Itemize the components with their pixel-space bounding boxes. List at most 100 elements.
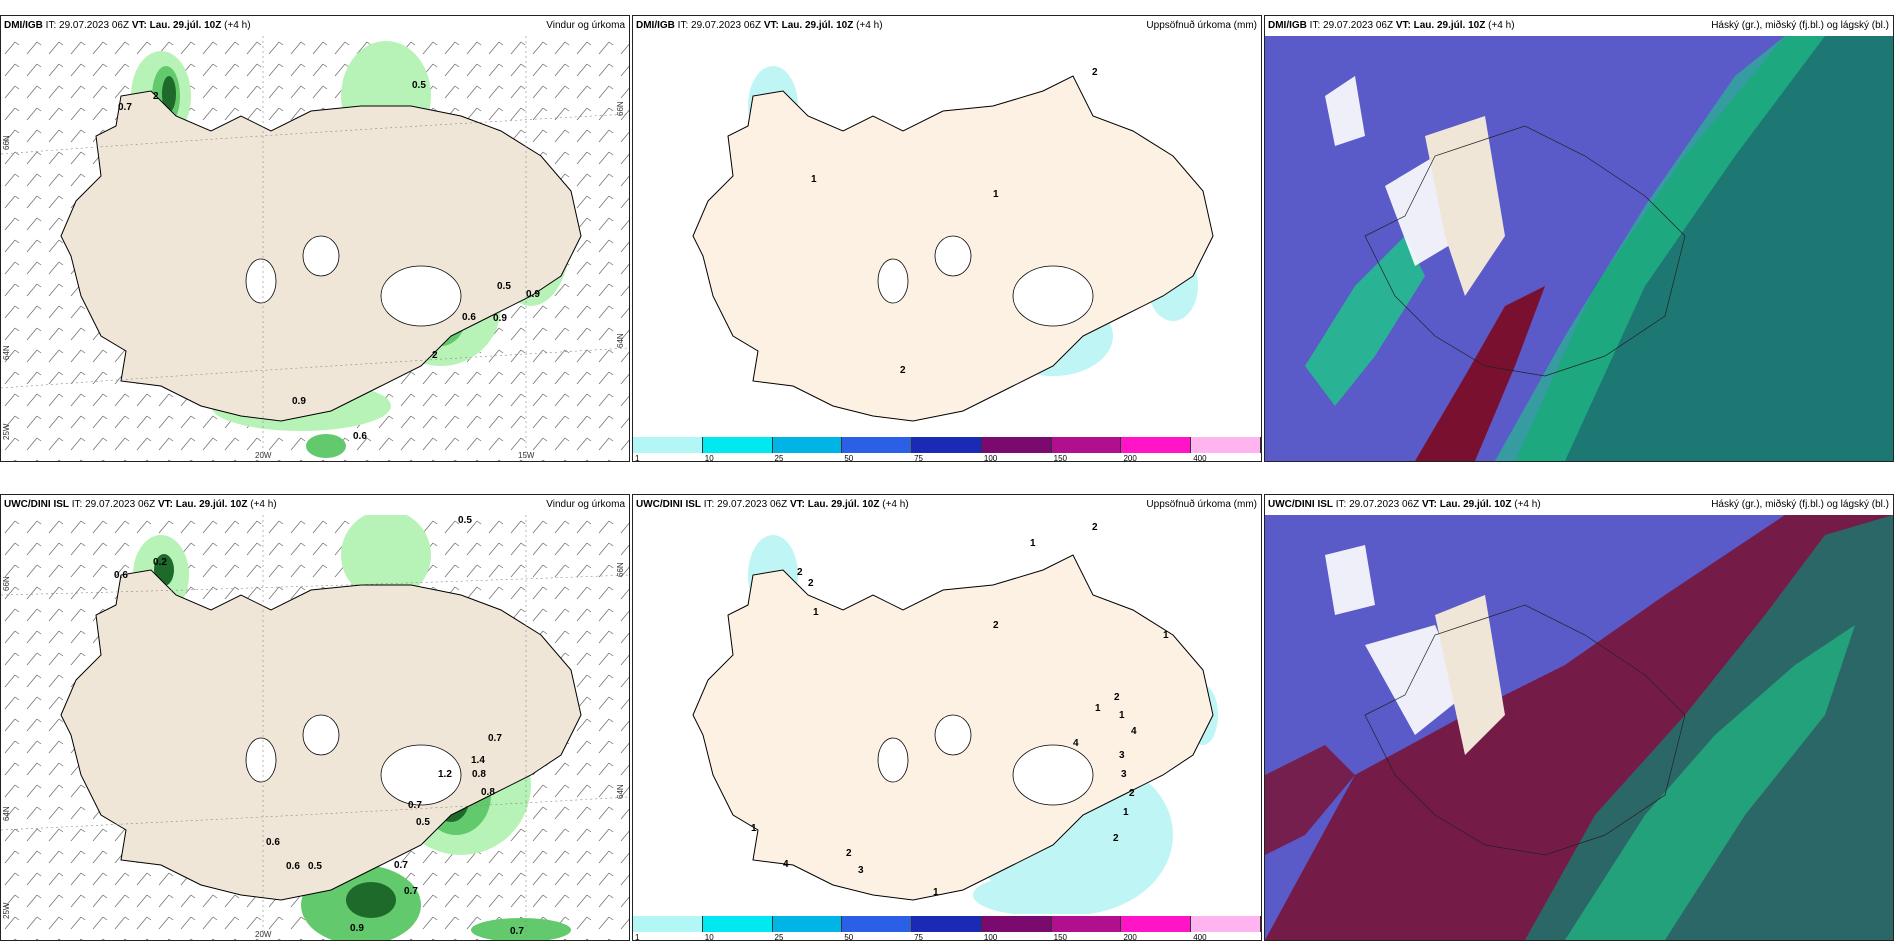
valid-time-label: VT: [763,20,779,31]
valid-time-label: VT: [1421,499,1437,510]
lat-label-66: 66N [2,135,11,150]
colorbar: 1 10 25 50 75 100 150 200 400 [633,435,1261,461]
valid-time: Lau. 29.júl. 10Z [1439,499,1512,510]
lon-label-25: 25W [2,902,11,919]
lon-label-20: 20W [255,451,272,460]
map-accum-precip: 2 1 2 2 2 1 1 2 1 1 4 4 3 3 2 1 2 2 1 3 [633,515,1261,914]
precip-label: 0.5 [416,817,430,828]
colorbar-tick-label: 1 [635,454,640,462]
accum-label: 2 [1114,692,1120,703]
lead-time: (+4 h) [224,20,251,31]
panel-title: Vindur og úrkoma [546,20,625,31]
colorbar-swatch [842,437,913,453]
valid-time-label: VT: [1395,20,1411,31]
colorbar-swatch [1191,437,1261,453]
colorbar-tick-label: 25 [774,933,784,941]
colorbar-tick-label: 200 [1123,454,1137,462]
colorbar-tick-label: 25 [774,454,784,462]
valid-time: Lau. 29.júl. 10Z [1413,20,1486,31]
lat-label-64-right: 64N [616,333,625,348]
panel-clouds-uwc: UWC/DINI ISL IT: 29.07.2023 06Z VT: Lau.… [1264,494,1894,941]
lat-label-64: 64N [2,345,11,360]
colorbar-swatch [981,916,1052,932]
panel-wind-precip-dmi: DMI/IGB IT: 29.07.2023 06Z VT: Lau. 29.j… [0,15,630,462]
precip-label: 0.8 [472,769,486,780]
precip-label: 0.6 [286,861,300,872]
lead-time: (+4 h) [882,499,909,510]
map-clouds [1265,36,1893,461]
accum-value-labels: 2 1 1 2 2 [811,67,1098,376]
model-name: DMI/IGB [1268,20,1307,31]
accum-label: 2 [1092,67,1098,78]
precip-label: 0.5 [497,281,511,292]
colorbar-tick-label: 400 [1193,933,1207,941]
precip-value-labels: 0.5 0.6 0.2 1.2 1.4 0.7 0.8 0.8 0.7 0.5 … [114,515,524,937]
panel-title: Vindur og úrkoma [546,499,625,510]
colorbar-tick-label: 400 [1193,454,1207,462]
panel-header: UWC/DINI ISL IT: 29.07.2023 06Z VT: Lau.… [633,495,1261,515]
accum-label: 3 [1121,769,1127,780]
lat-label-66: 66N [2,576,11,591]
colorbar-swatch [842,916,913,932]
model-name: UWC/DINI ISL [1268,499,1333,510]
graticule [1,36,629,461]
precip-label: 0.6 [462,312,476,323]
map-wind-precip: 0.5 0.7 2 0.5 0.9 0.6 0.9 2 0.9 0.6 66N … [1,36,629,461]
accum-label: 2 [993,620,999,631]
accum-label: 2 [1113,833,1119,844]
valid-time-label: VT: [789,499,805,510]
colorbar-tick-label: 75 [914,454,924,462]
map-canvas: 0.5 0.7 2 0.5 0.9 0.6 0.9 2 0.9 0.6 66N … [1,36,629,461]
colorbar-tick-label: 75 [914,933,924,941]
lead-time: (+4 h) [1514,499,1541,510]
colorbar-swatch [1121,916,1192,932]
accum-label: 1 [1119,710,1125,721]
colorbar-tick-label: 50 [844,454,854,462]
precip-label: 0.7 [510,926,524,937]
precip-label: 0.7 [408,800,422,811]
precip-label: 2 [432,350,438,361]
colorbar-swatch [1051,437,1122,453]
colorbar-tick-label: 50 [844,933,854,941]
accum-label: 4 [1131,726,1137,737]
valid-time: Lau. 29.júl. 10Z [781,20,854,31]
lat-label-64-right: 64N [616,784,625,799]
accum-label: 3 [1119,750,1125,761]
precip-label: 0.6 [266,837,280,848]
precip-label: 0.2 [153,557,167,568]
accum-label: 1 [751,823,757,834]
precip-label: 0.5 [412,80,426,91]
valid-time: Lau. 29.júl. 10Z [149,20,222,31]
lead-time: (+4 h) [856,20,883,31]
panel-accum-precip-dmi: DMI/IGB IT: 29.07.2023 06Z VT: Lau. 29.j… [632,15,1262,462]
colorbar-swatch [772,916,843,932]
panel-header: DMI/IGB IT: 29.07.2023 06Z VT: Lau. 29.j… [633,16,1261,36]
precip-label: 0.8 [481,787,495,798]
precip-label: 2 [153,91,159,102]
precip-label: 0.7 [394,860,408,871]
valid-time-label: VT: [157,499,173,510]
lead-time: (+4 h) [1488,20,1515,31]
colorbar-swatch [1121,437,1192,453]
panel-clouds-dmi: DMI/IGB IT: 29.07.2023 06Z VT: Lau. 29.j… [1264,15,1894,462]
panel-header: UWC/DINI ISL IT: 29.07.2023 06Z VT: Lau.… [1,495,629,515]
map-canvas: 2 1 1 2 2 [692,66,1214,422]
init-time: IT: 29.07.2023 06Z [677,20,762,31]
lead-time: (+4 h) [250,499,277,510]
valid-time-label: VT: [131,20,147,31]
lon-label-25: 25W [2,423,11,440]
lon-label-15: 15W [518,451,535,460]
lat-label-66-right: 66N [616,101,625,116]
init-time: IT: 29.07.2023 06Z [71,499,156,510]
init-time: IT: 29.07.2023 06Z [703,499,788,510]
accum-label: 1 [811,174,817,185]
colorbar-tick-label: 10 [704,454,714,462]
model-name: UWC/DINI ISL [636,499,701,510]
colorbar-swatch [1191,916,1261,932]
precip-label: 0.7 [118,102,132,113]
colorbar: 1 10 25 50 75 100 150 200 400 [633,914,1261,940]
precip-value-labels: 0.5 0.7 2 0.5 0.9 0.6 0.9 2 0.9 0.6 [118,80,540,442]
precip-label: 0.5 [308,861,322,872]
colorbar-tick-label: 100 [983,454,998,462]
model-name: DMI/IGB [636,20,675,31]
